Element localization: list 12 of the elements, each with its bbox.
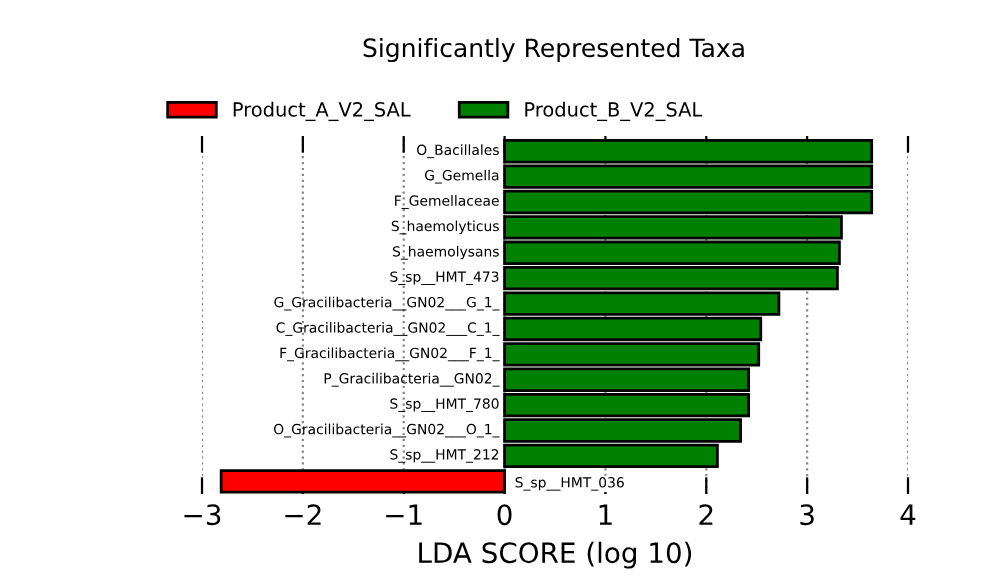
- x-tick-label: 1: [599, 504, 612, 525]
- x-tick-label: 2: [699, 504, 713, 525]
- x-tick-label: 3: [800, 504, 814, 526]
- chart-title: Significantly Represented Taxa: [363, 37, 744, 63]
- x-tick-label: −1: [386, 504, 422, 525]
- x-tick-label: 4: [900, 504, 916, 525]
- x-axis-title: LDA SCORE (log 10): [419, 541, 692, 569]
- legend-label: Product_A_V2_SAL: [233, 101, 411, 122]
- x-tick-label: −2: [285, 504, 321, 525]
- x-tick-label: 0: [497, 504, 512, 526]
- legend-label: Product_B_V2_SAL: [525, 101, 703, 122]
- x-tick-label: −3: [184, 504, 221, 526]
